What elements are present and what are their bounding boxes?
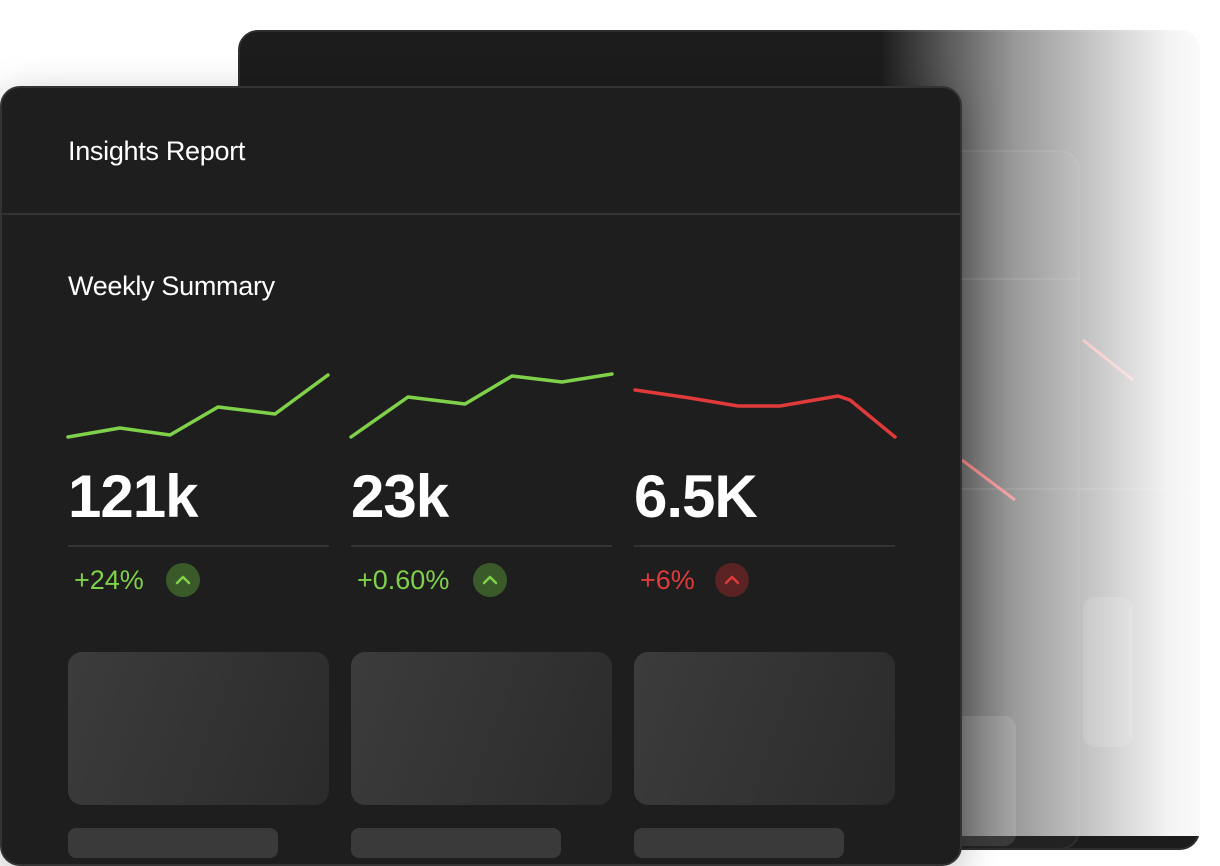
placeholder-tile [634,652,895,805]
metric-value: 23k [351,463,449,530]
metric-divider [68,545,329,547]
sparklines [66,372,897,597]
placeholder-tile [68,828,278,858]
metric-value: 121k [68,463,198,530]
sparkline [66,373,330,439]
placeholder-tile [68,652,329,805]
header-divider [2,213,960,215]
trend-icon [724,575,740,585]
trend-icon [175,575,191,585]
report-title: Insights Report [68,136,246,166]
metric-value: 6.5K [634,463,758,530]
trend-badge [715,563,749,597]
metric-divider [351,545,612,547]
trend-badge [473,563,507,597]
metric-divider [634,545,895,547]
sparkline [633,388,897,439]
sparkline [349,372,614,439]
placeholder-tile [634,828,844,858]
trend-icon [482,575,498,585]
section-title: Weekly Summary [68,271,275,301]
metric-change: +24% [74,565,144,595]
placeholder-tile [351,652,612,805]
metric-change: +0.60% [357,565,450,595]
trend-badge [166,563,200,597]
placeholder-tile [351,828,561,858]
metric-change: +6% [640,565,695,595]
